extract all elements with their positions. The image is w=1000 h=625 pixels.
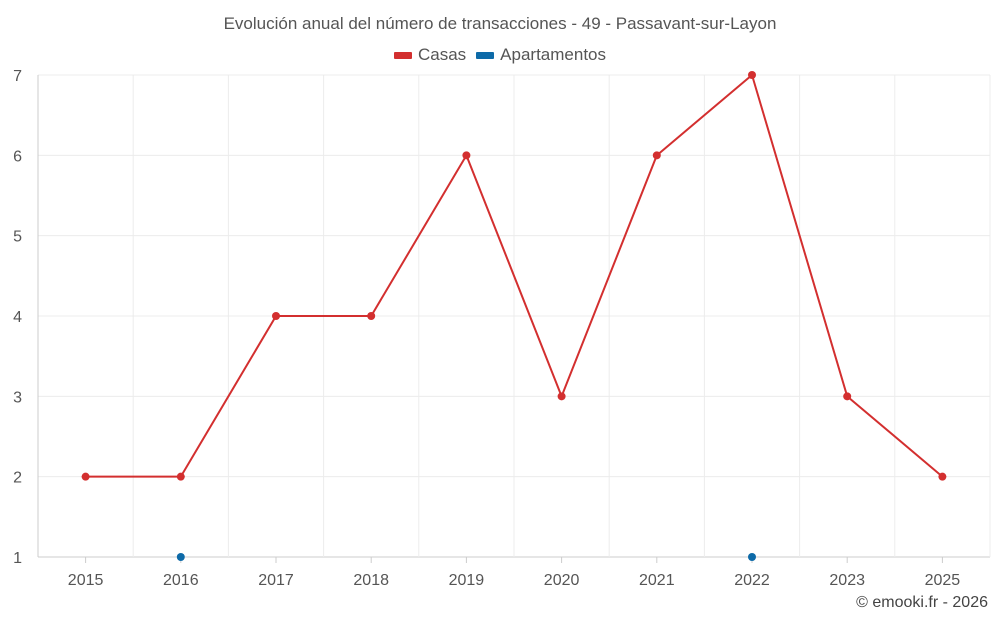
y-tick-label-4: 4 (13, 309, 22, 326)
point-casas-2023 (843, 392, 852, 401)
legend-swatch-casas (393, 51, 412, 59)
x-tick-label-2021: 2021 (639, 572, 675, 589)
x-tick-label-2022: 2022 (734, 572, 770, 589)
legend-item-apartamentos[interactable]: Apartamentos (476, 45, 606, 65)
series-layer (81, 71, 947, 561)
y-tick-label-5: 5 (13, 229, 22, 246)
point-casas-2025 (938, 472, 947, 481)
y-tick-label-7: 7 (13, 68, 22, 85)
y-tick-label-1: 1 (13, 550, 22, 567)
point-casas-2018 (367, 312, 376, 320)
x-tick-label-2017: 2017 (258, 572, 294, 589)
credit-text: © emooki.fr - 2026 (856, 594, 988, 611)
y-tick-label-2: 2 (13, 470, 22, 487)
legend-swatch-apartamentos (476, 51, 495, 59)
legend-item-casas[interactable]: Casas (393, 45, 467, 65)
chart-legend: Casas Apartamentos (0, 45, 1000, 65)
axes: 1 2 3 4 5 6 7 2015 2016 2017 2018 2019 2020 2021 2022 2… (13, 68, 960, 589)
point-apartamentos-2022 (748, 553, 756, 561)
legend-label-apartamentos: Apartamentos (500, 45, 607, 64)
point-casas-2020 (557, 392, 566, 401)
point-casas-2016 (176, 472, 185, 481)
point-casas-2019 (462, 151, 471, 160)
x-tick-label-2019: 2019 (449, 572, 485, 589)
x-tick-label-2025: 2025 (925, 572, 961, 589)
series-line-casas (85, 74, 944, 478)
point-casas-2021 (652, 151, 661, 160)
point-casas-2022 (748, 71, 756, 79)
point-casas-2017 (272, 312, 280, 320)
chart-title: Evolución anual del número de transaccio… (223, 14, 777, 33)
legend-label-casas: Casas (417, 45, 467, 64)
x-tick-label-2020: 2020 (544, 572, 580, 589)
point-apartamentos-2016 (176, 553, 185, 561)
point-casas-2015 (81, 472, 90, 481)
x-tick-label-2018: 2018 (353, 572, 389, 589)
y-tick-label-3: 3 (13, 389, 22, 406)
x-tick-label-2015: 2015 (68, 572, 104, 589)
x-tick-label-2016: 2016 (163, 572, 199, 589)
y-tick-label-6: 6 (13, 148, 22, 165)
grid-lines (37, 74, 991, 558)
x-tick-label-2023: 2023 (829, 572, 865, 589)
